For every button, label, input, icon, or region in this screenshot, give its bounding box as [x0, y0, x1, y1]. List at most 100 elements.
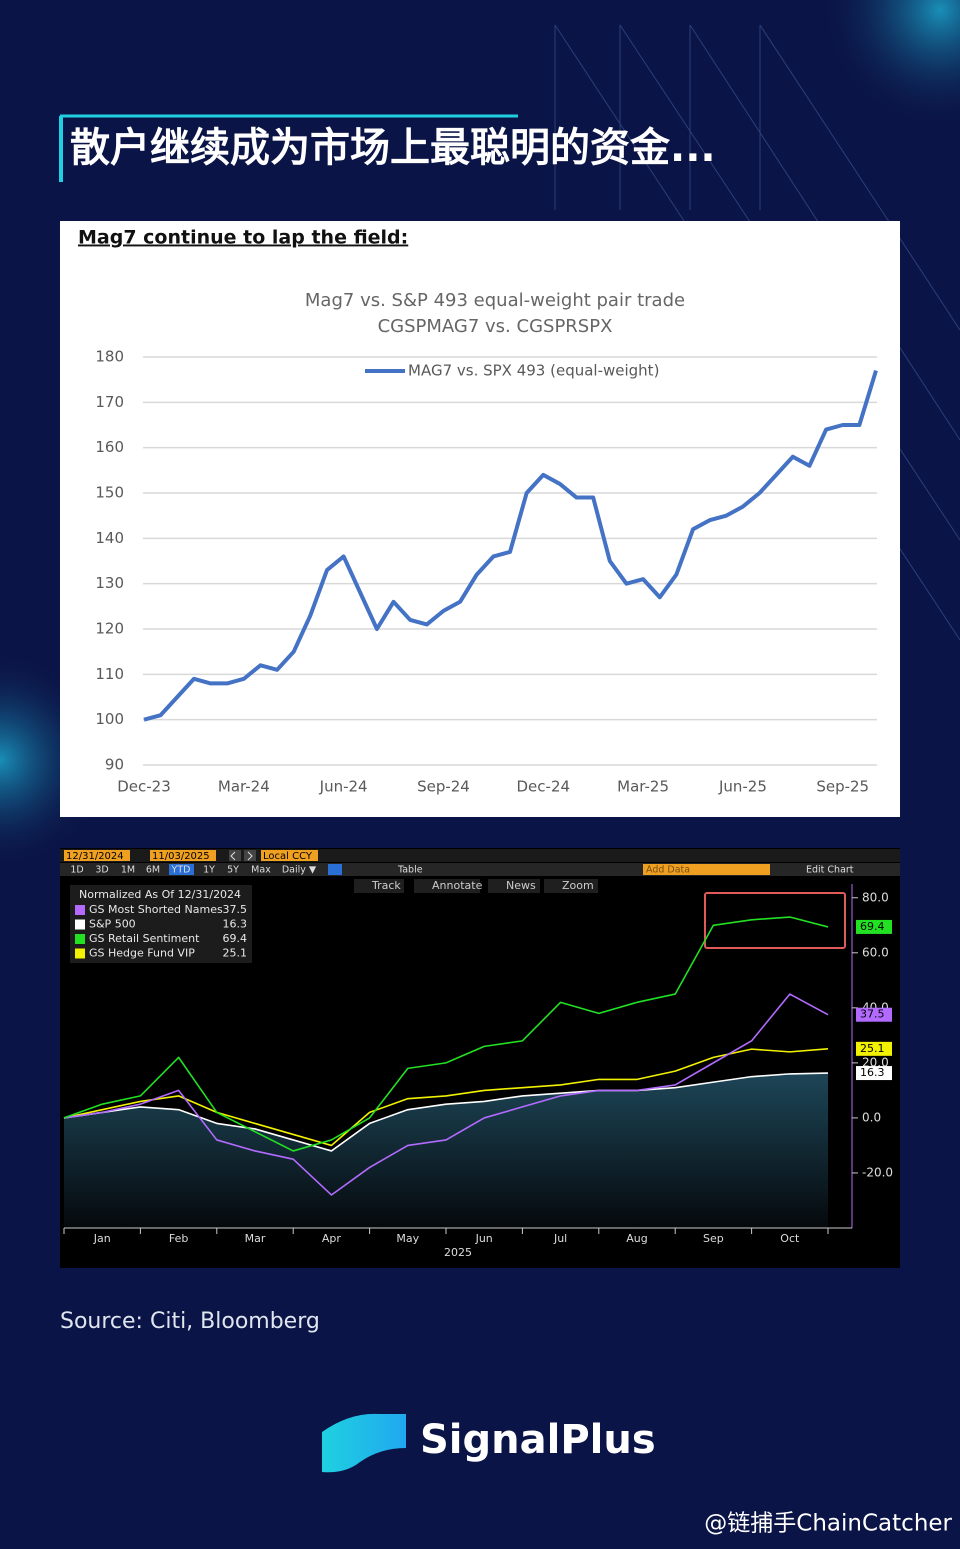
legend-box: [70, 885, 252, 963]
toolbar-button: [244, 850, 256, 861]
toolbar-field-label: 12/31/2024: [66, 851, 124, 862]
legend-value: 37.5: [223, 903, 248, 916]
legend-label: S&P 500: [89, 918, 136, 931]
x-tick-label: Dec-24: [517, 778, 571, 796]
y-tick-label: 150: [95, 484, 124, 502]
page-title: 散户继续成为市场上最聪明的资金...: [70, 125, 716, 171]
x-tick-label: May: [396, 1232, 419, 1245]
edit-chart: Edit Chart: [806, 865, 854, 876]
toolbar-field-label: 11/03/2025: [152, 851, 210, 862]
legend-value: 25.1: [223, 947, 248, 960]
value-tag-label: 16.3: [860, 1066, 885, 1079]
tool-label: Annotate: [432, 879, 483, 892]
x-tick-label: Jul: [553, 1232, 567, 1245]
toolbar-field: [150, 850, 216, 861]
tool-button: [414, 879, 480, 893]
value-tag: [856, 1007, 892, 1022]
y-tick-label: 180: [95, 348, 124, 366]
y2-tick-label: 80.0: [862, 890, 889, 904]
y2-tick-label: 20.0: [862, 1055, 889, 1069]
legend-title: Normalized As Of 12/31/2024: [79, 888, 241, 901]
x-tick-label: Sep: [703, 1232, 724, 1245]
chart-subtitle: CGSPMAG7 vs. CGSPRSPX: [378, 316, 613, 337]
range-button: YTD: [171, 865, 191, 876]
tool-label: Track: [371, 879, 401, 892]
tool-label: News: [506, 879, 536, 892]
watermark: @链捕手ChainCatcher: [704, 1511, 952, 1537]
legend-swatch: [75, 948, 85, 959]
y-tick-label: 170: [95, 393, 124, 411]
brand-logo: [322, 1413, 406, 1473]
add-data: Add Data: [646, 865, 690, 876]
data-line: [143, 370, 878, 722]
data-line: [63, 993, 829, 1196]
toolbar-arrow: [247, 851, 253, 861]
y-tick-label: 100: [95, 710, 124, 728]
brand: SignalPlus: [420, 1417, 656, 1463]
value-tag-label: 25.1: [860, 1042, 885, 1055]
glow: [820, 0, 960, 130]
x-tick-label: Sep-24: [417, 778, 470, 796]
y-tick-label: 110: [95, 665, 124, 683]
x-tick-label: Jun: [475, 1232, 493, 1245]
add-data-field: [643, 864, 770, 875]
y-tick-label: 120: [95, 620, 124, 638]
tool-label: Zoom: [562, 879, 594, 892]
legend-value: 16.3: [223, 918, 248, 931]
value-tag-label: 69.4: [860, 920, 885, 933]
x-tick-label: Feb: [169, 1232, 188, 1245]
y-tick-label: 140: [95, 529, 124, 547]
value-tag: [856, 919, 892, 934]
toolbar-field: [64, 850, 130, 861]
x-tick-label: Mar-24: [218, 778, 270, 796]
x-tick-label: Oct: [780, 1232, 800, 1245]
toolbar-field: [261, 850, 318, 861]
legend-label: GS Retail Sentiment: [89, 932, 200, 945]
legend-swatch: [75, 905, 85, 915]
y-tick-label: 130: [95, 574, 124, 592]
y2-tick-label: -20.0: [862, 1165, 893, 1179]
chart-heading: Mag7 continue to lap the field:: [78, 227, 408, 249]
y2-tick-label: 0.0: [862, 1110, 881, 1124]
toolbar-field-label: Local CCY: [263, 851, 313, 862]
value-tag: [856, 1066, 892, 1081]
chart-panel: [60, 221, 900, 817]
area: [64, 1073, 828, 1228]
x-tick-label: Jan: [93, 1232, 111, 1245]
frequency: Daily ▼: [282, 865, 317, 876]
legend-swatch: [75, 934, 85, 944]
y2-tick-label: 60.0: [862, 945, 889, 959]
range-button: 1Y: [203, 865, 215, 876]
x-axis-label: 2025: [444, 1246, 472, 1259]
legend-value: 69.4: [223, 932, 248, 945]
range-button: 5Y: [227, 865, 239, 876]
tool-button: [354, 879, 404, 893]
y-tick-label: 160: [95, 438, 124, 456]
legend-label: GS Most Shorted Names: [89, 903, 223, 916]
range-button: Max: [251, 865, 271, 876]
value-tag-label: 37.5: [860, 1008, 885, 1021]
legend-label: MAG7 vs. SPX 493 (equal-weight): [408, 362, 659, 380]
toolbar-active: [169, 864, 194, 875]
range-button: 3D: [95, 865, 108, 876]
toolbar-button: [229, 850, 241, 861]
x-tick-label: Mar-25: [617, 778, 669, 796]
chart-title: Mag7 vs. S&P 493 equal-weight pair trade: [305, 290, 685, 311]
legend-swatch: [75, 919, 85, 930]
legend-label: GS Hedge Fund VIP: [89, 947, 195, 960]
highlight-box: [704, 892, 846, 949]
data-line: [63, 916, 829, 1152]
x-tick-label: Dec-23: [117, 778, 171, 796]
range-button: 1D: [70, 865, 83, 876]
table-button: Table: [397, 865, 423, 876]
range-button: 6M: [146, 865, 160, 876]
source: Source: Citi, Bloomberg: [60, 1309, 320, 1334]
value-tag: [856, 1041, 892, 1056]
toolbar-icon: [328, 864, 342, 875]
x-tick-label: Apr: [322, 1232, 342, 1245]
y-tick-label: 90: [105, 756, 124, 774]
tool-button: [488, 879, 540, 893]
x-tick-label: Jun-24: [319, 778, 368, 796]
x-tick-label: Aug: [626, 1232, 647, 1245]
